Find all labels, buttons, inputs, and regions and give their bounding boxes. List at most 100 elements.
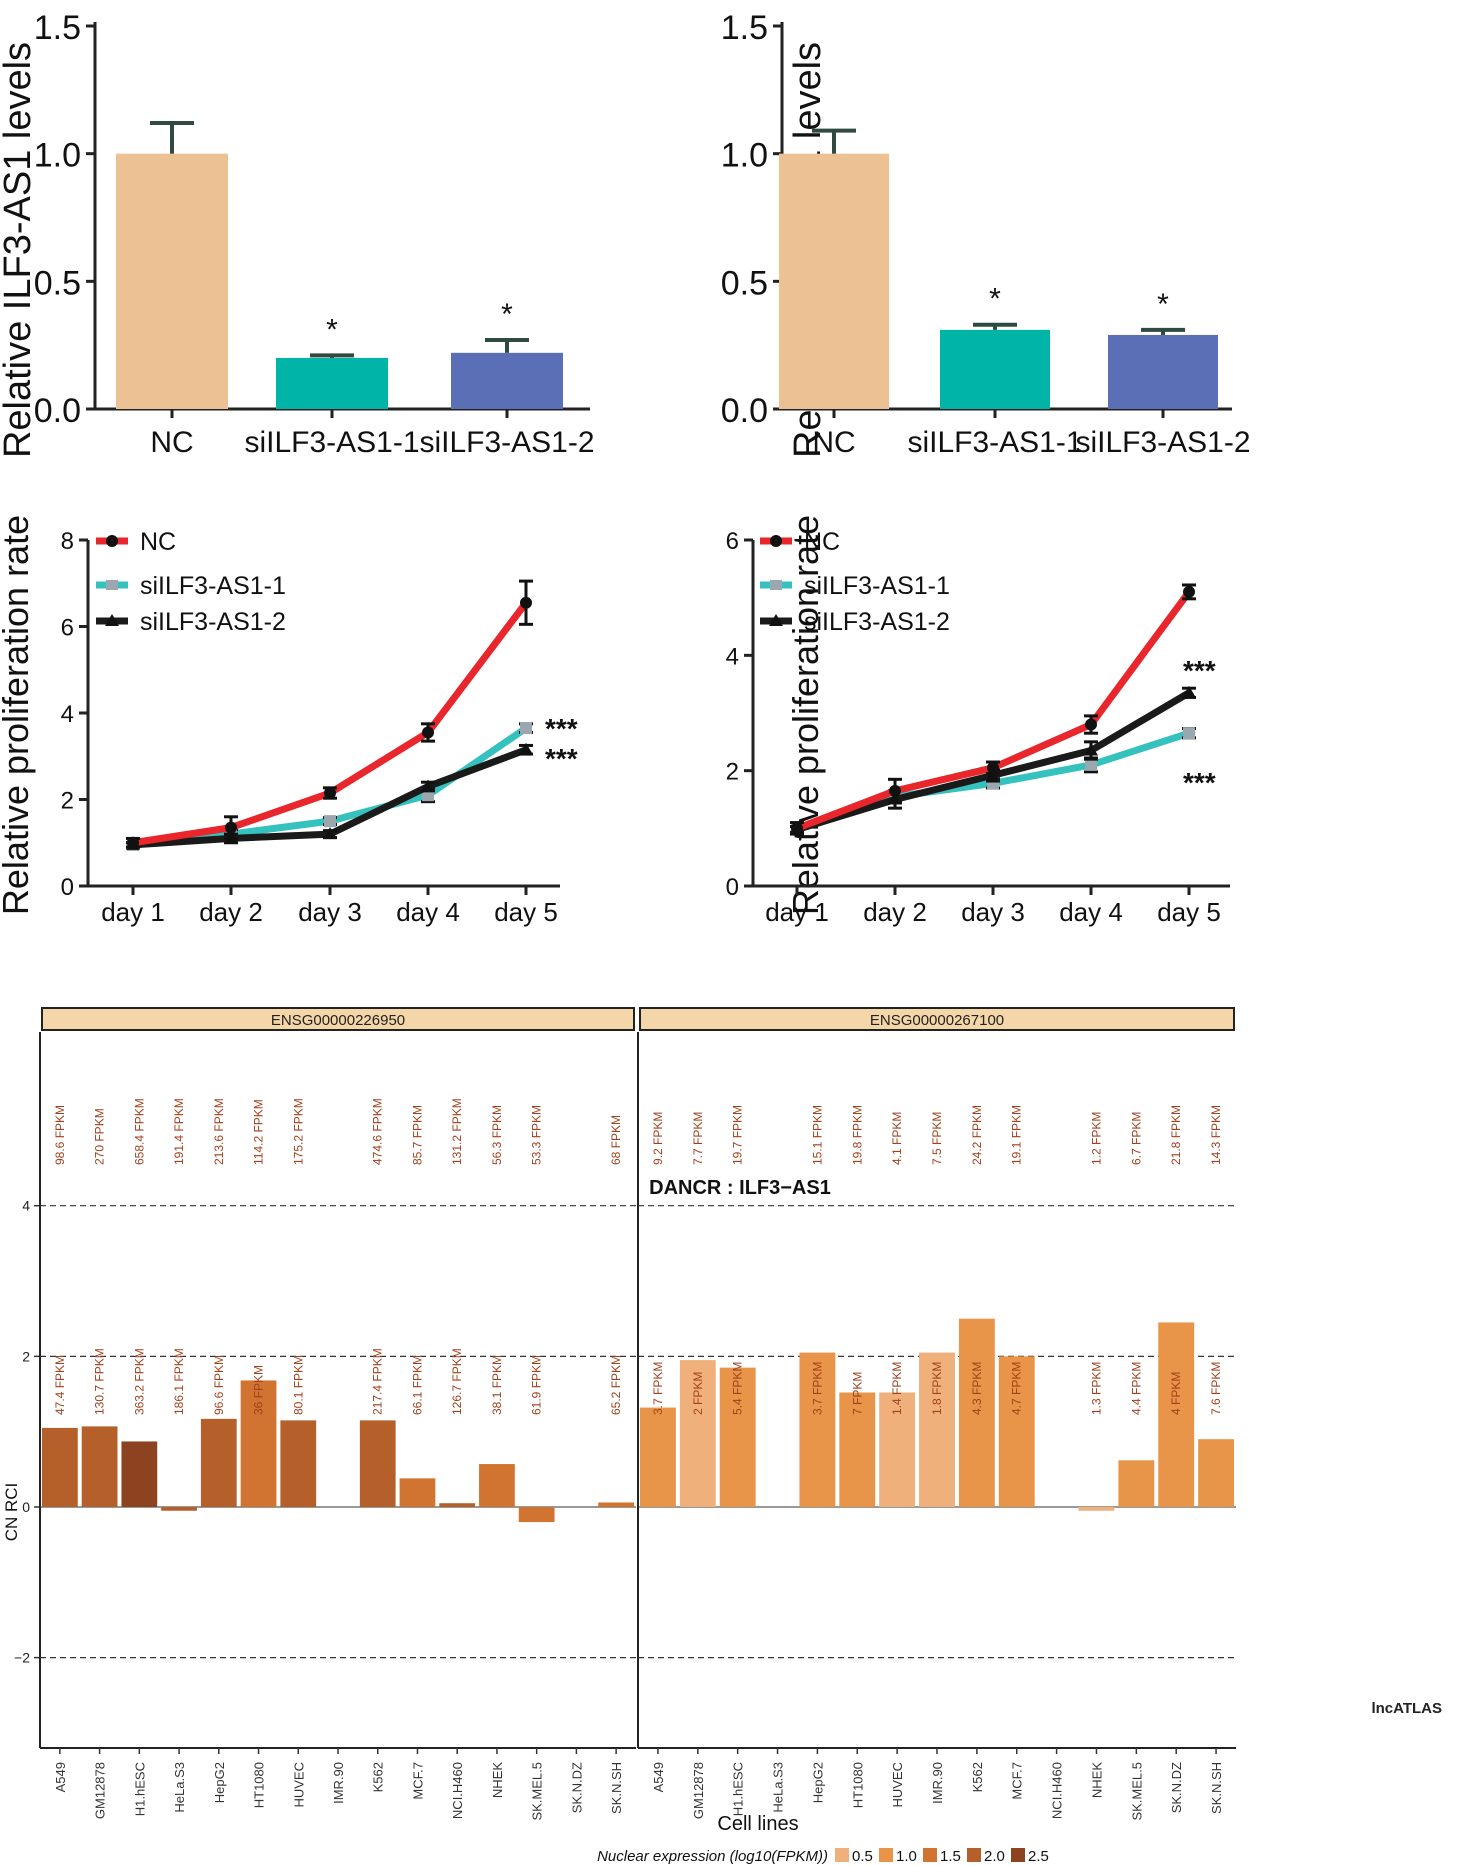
cytoplasmic-fpkm-label: 19.1 FPKM <box>1010 1105 1024 1165</box>
lncatlas-title: DANCR : ILF3−AS1 <box>649 1177 831 1199</box>
data-point <box>324 815 336 828</box>
nuclear-fpkm-label: 38.1 FPKM <box>490 1355 504 1415</box>
rci-bar <box>1198 1439 1235 1507</box>
nuclear-fpkm-label: 363.2 FPKM <box>132 1348 146 1415</box>
nuclear-fpkm-label: 61.9 FPKM <box>530 1355 544 1415</box>
cytoplasmic-fpkm-label: 213.6 FPKM <box>212 1098 226 1165</box>
y-tick-label: 1.0 <box>721 137 768 175</box>
data-point <box>1183 727 1195 740</box>
nuclear-fpkm-label: 1.8 FPKM <box>930 1362 944 1415</box>
significance-stars: *** <box>545 713 578 744</box>
cell-line-label: NHEK <box>1089 1762 1104 1798</box>
cell-line-label: NHEK <box>490 1762 505 1798</box>
data-point <box>225 821 237 834</box>
data-point <box>987 761 999 774</box>
cell-line-label: SK.N.DZ <box>1169 1762 1184 1813</box>
rci-bar <box>359 1420 396 1507</box>
category-label: day 1 <box>765 897 829 927</box>
rci-bar <box>719 1367 756 1507</box>
category-label: siILF3-AS1-1 <box>244 426 419 459</box>
cytoplasmic-fpkm-label: 68 FPKM <box>609 1115 623 1165</box>
panel-strip <box>41 1007 635 1031</box>
cytoplasmic-fpkm-label: 19.8 FPKM <box>850 1105 864 1165</box>
nuclear-fpkm-label: 1.4 FPKM <box>890 1362 904 1415</box>
cell-line-label: HT1080 <box>252 1762 267 1808</box>
cytoplasmic-fpkm-label: 474.6 FPKM <box>371 1098 385 1165</box>
y-tick-label: 0.5 <box>721 264 768 302</box>
nuclear-fpkm-label: 80.1 FPKM <box>291 1355 305 1415</box>
category-label: day 5 <box>494 897 558 927</box>
rci-bar <box>998 1356 1035 1507</box>
y-tick-label: 1.5 <box>34 9 81 47</box>
cell-line-label: H1.hESC <box>132 1762 147 1816</box>
cytoplasmic-fpkm-label: 85.7 FPKM <box>410 1105 424 1165</box>
y-tick-label: 0 <box>726 874 739 901</box>
cell-line-label: H1.hESC <box>731 1762 746 1816</box>
nuclear-fpkm-label: 65.2 FPKM <box>609 1355 623 1415</box>
legend-swatch <box>835 1848 849 1862</box>
line-chart-left: Relative proliferation rate 0 2 4 6 8 day 1 da… <box>0 515 578 927</box>
legend-label: NC <box>140 528 176 556</box>
rci-bar <box>439 1503 476 1507</box>
legend-label: siILF3-AS1-2 <box>140 608 286 636</box>
rci-bar <box>799 1352 836 1507</box>
y-tick-label: 0 <box>61 874 74 901</box>
nuclear-fpkm-label: 217.4 FPKM <box>371 1348 385 1415</box>
nuclear-fpkm-label: 36 FPKM <box>252 1365 266 1415</box>
y-tick-label: 0 <box>22 1499 30 1515</box>
legend-label: NC <box>804 528 840 556</box>
nuclear-fpkm-label: 3.7 FPKM <box>810 1362 824 1415</box>
cell-line-label: SK.N.SH <box>609 1762 624 1814</box>
y-tick-label: 6 <box>61 615 74 642</box>
legend-level-label: 0.5 <box>852 1848 873 1865</box>
significance-star: * <box>989 283 1001 316</box>
bar <box>779 153 889 409</box>
cell-line-label: HeLa.S3 <box>771 1762 786 1813</box>
cytoplasmic-fpkm-label: 114.2 FPKM <box>252 1099 266 1165</box>
legend-swatch <box>879 1848 893 1862</box>
significance-star: * <box>1157 288 1169 321</box>
panel-gene-id: ENSG00000267100 <box>870 1012 1004 1029</box>
data-point <box>323 827 337 840</box>
data-point <box>127 836 139 849</box>
nuclear-fpkm-label: 5.4 FPKM <box>731 1362 745 1415</box>
legend-level-label: 1.5 <box>940 1848 961 1865</box>
legend-marker <box>106 580 118 590</box>
data-point <box>519 742 533 755</box>
cell-line-label: HT1080 <box>850 1762 865 1808</box>
cell-line-label: SK.MEL.5 <box>530 1762 545 1821</box>
cell-line-label: IMR.90 <box>930 1762 945 1804</box>
bar <box>116 153 228 409</box>
cytoplasmic-fpkm-label: 9.2 FPKM <box>651 1112 665 1165</box>
data-point <box>1183 585 1195 598</box>
bar-chart-right: Relative ILF3-AS1 levels 0.00.51.01.5NCs… <box>721 9 1251 459</box>
cell-line-label: GM12878 <box>691 1762 706 1819</box>
nuclear-fpkm-label: 2 FPKM <box>691 1372 705 1415</box>
legend-marker <box>770 580 782 590</box>
data-point <box>1182 685 1196 698</box>
cell-line-label: NCI.H460 <box>450 1762 465 1819</box>
data-point <box>324 787 336 800</box>
cell-line-label: HUVEC <box>291 1762 306 1808</box>
y-tick-label: 0.5 <box>34 264 81 302</box>
y-tick-label: 2 <box>61 788 74 815</box>
nuclear-fpkm-label: 96.6 FPKM <box>212 1355 226 1415</box>
panel-gene-id: ENSG00000226950 <box>271 1012 405 1029</box>
cytoplasmic-fpkm-label: 1.2 FPKM <box>1089 1112 1103 1165</box>
y-tick-label: 2 <box>22 1348 30 1364</box>
rci-bar <box>839 1392 876 1507</box>
y-tick-label: 4 <box>22 1198 30 1214</box>
legend-label: siILF3-AS1-1 <box>804 572 950 600</box>
category-label: siILF3-AS1-2 <box>419 426 594 459</box>
legend-label: siILF3-AS1-2 <box>804 608 950 636</box>
cell-line-label: MCF.7 <box>1010 1762 1025 1800</box>
nuclear-fpkm-label: 7.6 FPKM <box>1209 1362 1223 1415</box>
category-label: NC <box>812 426 855 459</box>
data-point <box>1084 743 1098 756</box>
rci-bar <box>41 1427 78 1507</box>
cytoplasmic-fpkm-label: 175.2 FPKM <box>291 1098 305 1165</box>
category-label: siILF3-AS1-1 <box>907 426 1082 459</box>
cytoplasmic-fpkm-label: 4.1 FPKM <box>890 1112 904 1165</box>
cytoplasmic-fpkm-label: 7.7 FPKM <box>691 1112 705 1165</box>
cell-line-label: SK.N.SH <box>1209 1762 1224 1814</box>
